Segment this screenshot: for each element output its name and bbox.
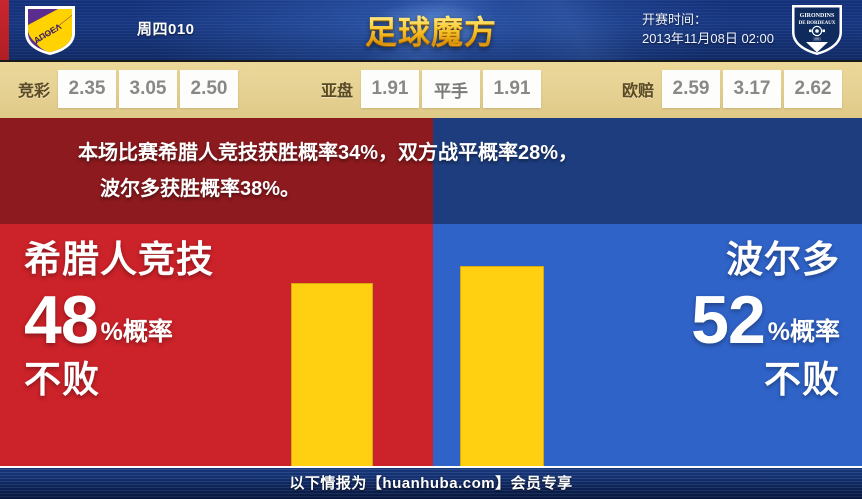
brand-logo: 足球魔方: [0, 0, 862, 60]
away-team-name: 波尔多: [726, 239, 840, 280]
svg-text:GIRONDINS: GIRONDINS: [800, 13, 835, 19]
odds-cell-home[interactable]: 2.59: [662, 70, 720, 108]
bordeaux-shield-logo: GIRONDINS DE BORDEAUX 1881: [789, 3, 845, 57]
banner-home-half: [0, 118, 433, 224]
odds-cell-home[interactable]: 2.35: [58, 70, 117, 108]
team-comparison-panels: 希腊人竞技 48 %概率 不败 波尔多 52 %概率 不败: [0, 224, 862, 466]
svg-text:1881: 1881: [813, 37, 821, 42]
odds-group-jingcai: 竞彩 2.35 3.05 2.50: [18, 70, 239, 108]
odds-group-title: 欧赔: [621, 83, 654, 100]
home-team-stats: 希腊人竞技 48 %概率 不败: [24, 238, 214, 404]
odds-group-yapan: 亚盘 1.91 平手 1.91: [321, 70, 542, 108]
home-result-label: 不败: [24, 359, 100, 400]
odds-cell-away[interactable]: 1.91: [483, 70, 542, 108]
odds-cell-home[interactable]: 1.91: [361, 70, 420, 108]
match-round-label: 周四010: [137, 21, 195, 38]
home-team-name: 希腊人竞技: [24, 239, 214, 280]
home-probability-row: 48 %概率: [24, 284, 214, 356]
header-red-stripe: [0, 0, 9, 60]
away-probability-suffix: %概率: [767, 318, 840, 346]
banner-line-1: 本场比赛希腊人竞技获胜概率34%，双方战平概率28%，: [78, 142, 579, 164]
away-probability-bar: [460, 266, 544, 466]
kickoff-info: 开赛时间： 2013年11月08日 02:00: [642, 10, 774, 48]
odds-cell-draw[interactable]: 3.17: [723, 70, 781, 108]
banner-away-half: [433, 118, 862, 224]
kickoff-time: 2013年11月08日 02:00: [641, 31, 774, 46]
svg-text:DE BORDEAUX: DE BORDEAUX: [799, 21, 836, 26]
probability-banner: 本场比赛希腊人竞技获胜概率34%，双方战平概率28%， 波尔多获胜概率38%。: [0, 118, 862, 224]
away-probability-value: 52: [691, 282, 766, 358]
odds-cell-draw[interactable]: 3.05: [119, 70, 178, 108]
odds-group-oupei: 欧赔 2.59 3.17 2.62: [622, 70, 842, 108]
home-probability-suffix: %概率: [100, 318, 173, 346]
kickoff-label: 开赛时间：: [641, 12, 707, 27]
home-probability-value: 48: [24, 282, 99, 358]
away-team-stats: 波尔多 52 %概率 不败: [691, 238, 840, 404]
page-footer: 以下情报为【huanhuba.com】会员专享: [0, 466, 862, 499]
brand-glow: [301, 0, 561, 60]
odds-group-title: 亚盘: [321, 83, 354, 100]
away-team-panel: 波尔多 52 %概率 不败: [433, 224, 862, 466]
away-result-label: 不败: [764, 359, 840, 400]
odds-cell-away[interactable]: 2.50: [180, 70, 239, 108]
banner-summary-text: 本场比赛希腊人竞技获胜概率34%，双方战平概率28%， 波尔多获胜概率38%。: [0, 118, 862, 224]
odds-group-title: 竞彩: [18, 83, 51, 100]
odds-cell-handicap[interactable]: 平手: [422, 70, 481, 108]
banner-line-2: 波尔多获胜概率38%。: [100, 178, 301, 200]
odds-bar: 竞彩 2.35 3.05 2.50 亚盘 1.91 平手 1.91 欧赔 2.5…: [0, 60, 862, 118]
apoel-shield-logo: ΑΠΟΕΛ: [22, 3, 78, 57]
brand-title: 足球魔方: [365, 7, 497, 53]
home-team-panel: 希腊人竞技 48 %概率 不败: [0, 224, 433, 466]
odds-cell-away[interactable]: 2.62: [784, 70, 842, 108]
away-probability-row: 52 %概率: [691, 284, 840, 356]
page-header: ΑΠΟΕΛ 周四010 足球魔方 开赛时间： 2013年11月08日 02:00…: [0, 0, 862, 60]
footer-notice-text: 以下情报为【huanhuba.com】会员专享: [289, 475, 573, 492]
home-probability-bar: [291, 283, 373, 466]
